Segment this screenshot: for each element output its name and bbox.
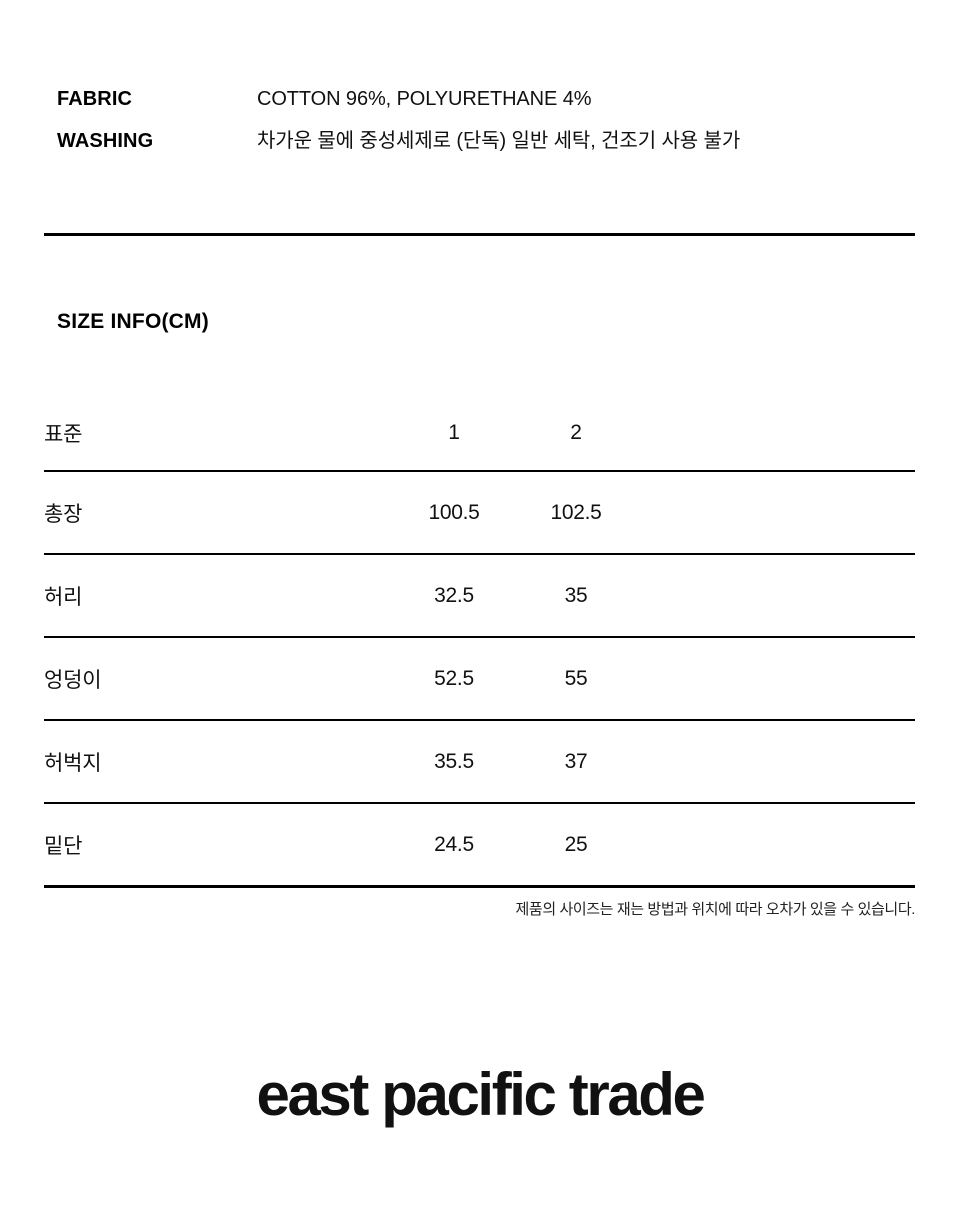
size-info-heading: SIZE INFO(CM) bbox=[57, 310, 209, 333]
row-label-thigh: 허벅지 bbox=[44, 751, 102, 775]
table-header-row: 표준 1 2 bbox=[44, 396, 915, 471]
column-header-size-2: 2 bbox=[570, 421, 582, 444]
size-info-table: 표준 1 2 총장 100.5 102.5 허리 32.5 35 엉덩이 52.… bbox=[44, 396, 915, 888]
row-value-waist-1: 32.5 bbox=[434, 583, 474, 607]
row-spacer bbox=[637, 637, 915, 720]
row-spacer bbox=[637, 471, 915, 554]
row-value-waist-2: 35 bbox=[564, 583, 588, 607]
row-spacer bbox=[637, 803, 915, 887]
table-row: 총장 100.5 102.5 bbox=[44, 471, 915, 554]
spec-label-fabric: FABRIC bbox=[57, 88, 133, 110]
row-value-total-length-2: 102.5 bbox=[550, 500, 602, 524]
row-value-hip-2: 55 bbox=[564, 666, 588, 690]
spec-row-washing: WASHING 차가운 물에 중성세제로 (단독) 일반 세탁, 건조기 사용 … bbox=[57, 124, 917, 153]
section-divider bbox=[44, 233, 915, 236]
row-label-total-length: 총장 bbox=[44, 502, 83, 526]
row-label-hip: 엉덩이 bbox=[44, 668, 102, 692]
row-value-total-length-1: 100.5 bbox=[428, 500, 480, 524]
brand-logo: east pacific trade bbox=[256, 1061, 705, 1128]
table-row: 밑단 24.5 25 bbox=[44, 803, 915, 887]
column-header-spacer bbox=[637, 396, 915, 471]
fabric-washing-spec: FABRIC COTTON 96%, POLYURETHANE 4% WASHI… bbox=[57, 88, 917, 166]
row-label-hem: 밑단 bbox=[44, 834, 83, 858]
spec-row-fabric: FABRIC COTTON 96%, POLYURETHANE 4% bbox=[57, 88, 917, 111]
spec-label-washing: WASHING bbox=[57, 130, 154, 152]
row-value-hem-2: 25 bbox=[564, 832, 588, 856]
row-value-hem-1: 24.5 bbox=[434, 832, 474, 856]
row-value-thigh-2: 37 bbox=[564, 749, 588, 773]
row-value-hip-1: 52.5 bbox=[434, 666, 474, 690]
size-measurement-disclaimer: 제품의 사이즈는 재는 방법과 위치에 따라 오차가 있을 수 있습니다. bbox=[515, 901, 916, 918]
table-row: 허벅지 35.5 37 bbox=[44, 720, 915, 803]
row-spacer bbox=[637, 554, 915, 637]
table-row: 엉덩이 52.5 55 bbox=[44, 637, 915, 720]
spec-value-washing: 차가운 물에 중성세제로 (단독) 일반 세탁, 건조기 사용 불가 bbox=[257, 130, 741, 152]
row-value-thigh-1: 35.5 bbox=[434, 749, 474, 773]
table-row: 허리 32.5 35 bbox=[44, 554, 915, 637]
row-label-waist: 허리 bbox=[44, 585, 83, 609]
spec-value-fabric: COTTON 96%, POLYURETHANE 4% bbox=[257, 88, 592, 110]
column-header-size-1: 1 bbox=[448, 421, 460, 444]
column-header-standard: 표준 bbox=[44, 423, 83, 446]
row-spacer bbox=[637, 720, 915, 803]
